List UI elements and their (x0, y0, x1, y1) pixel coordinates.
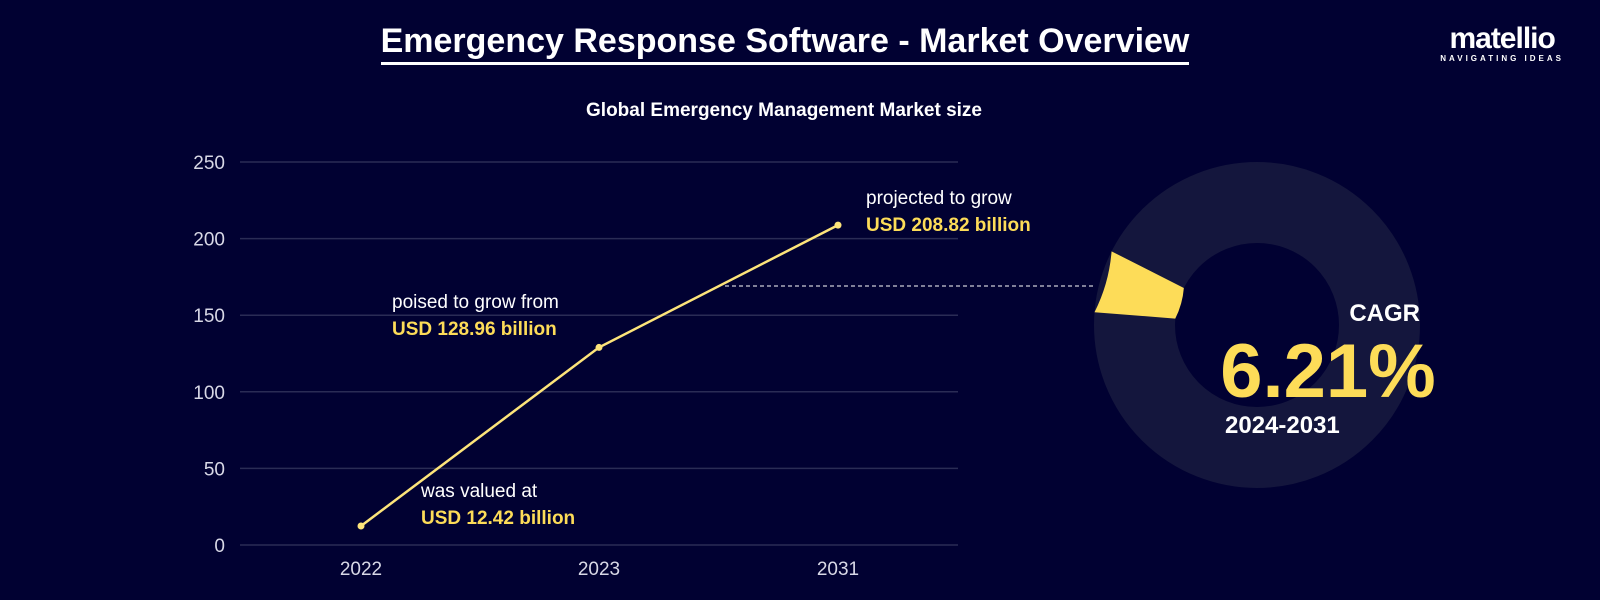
cagr-label: CAGR (1349, 300, 1420, 327)
annotation-2023: poised to grow from USD 128.96 billion (392, 292, 559, 340)
x-tick-label: 2022 (340, 559, 382, 580)
annotation-2031: projected to grow USD 208.82 billion (866, 188, 1031, 236)
data-point (834, 221, 842, 229)
cagr-value: 6.21% (1220, 329, 1436, 414)
y-tick-label: 200 (193, 230, 225, 251)
chart-title: Global Emergency Management Market size (586, 100, 982, 121)
annotation-2022: was valued at USD 12.42 billion (421, 481, 576, 529)
x-tick-label: 2031 (817, 559, 859, 580)
data-point (595, 343, 603, 351)
y-tick-label: 150 (193, 306, 225, 327)
data-point (357, 522, 365, 530)
cagr-period: 2024-2031 (1225, 412, 1340, 439)
y-tick-label: 250 (193, 153, 225, 174)
y-tick-label: 100 (193, 383, 225, 404)
donut-ring (1094, 162, 1420, 488)
y-tick-label: 50 (204, 459, 225, 480)
y-tick-label: 0 (214, 536, 225, 557)
x-tick-label: 2023 (578, 559, 620, 580)
logo: matellio NAVIGATING IDEAS (1440, 22, 1564, 64)
donut-cagr-slice (1094, 251, 1184, 319)
page-title: Emergency Response Software - Market Ove… (0, 22, 1570, 65)
